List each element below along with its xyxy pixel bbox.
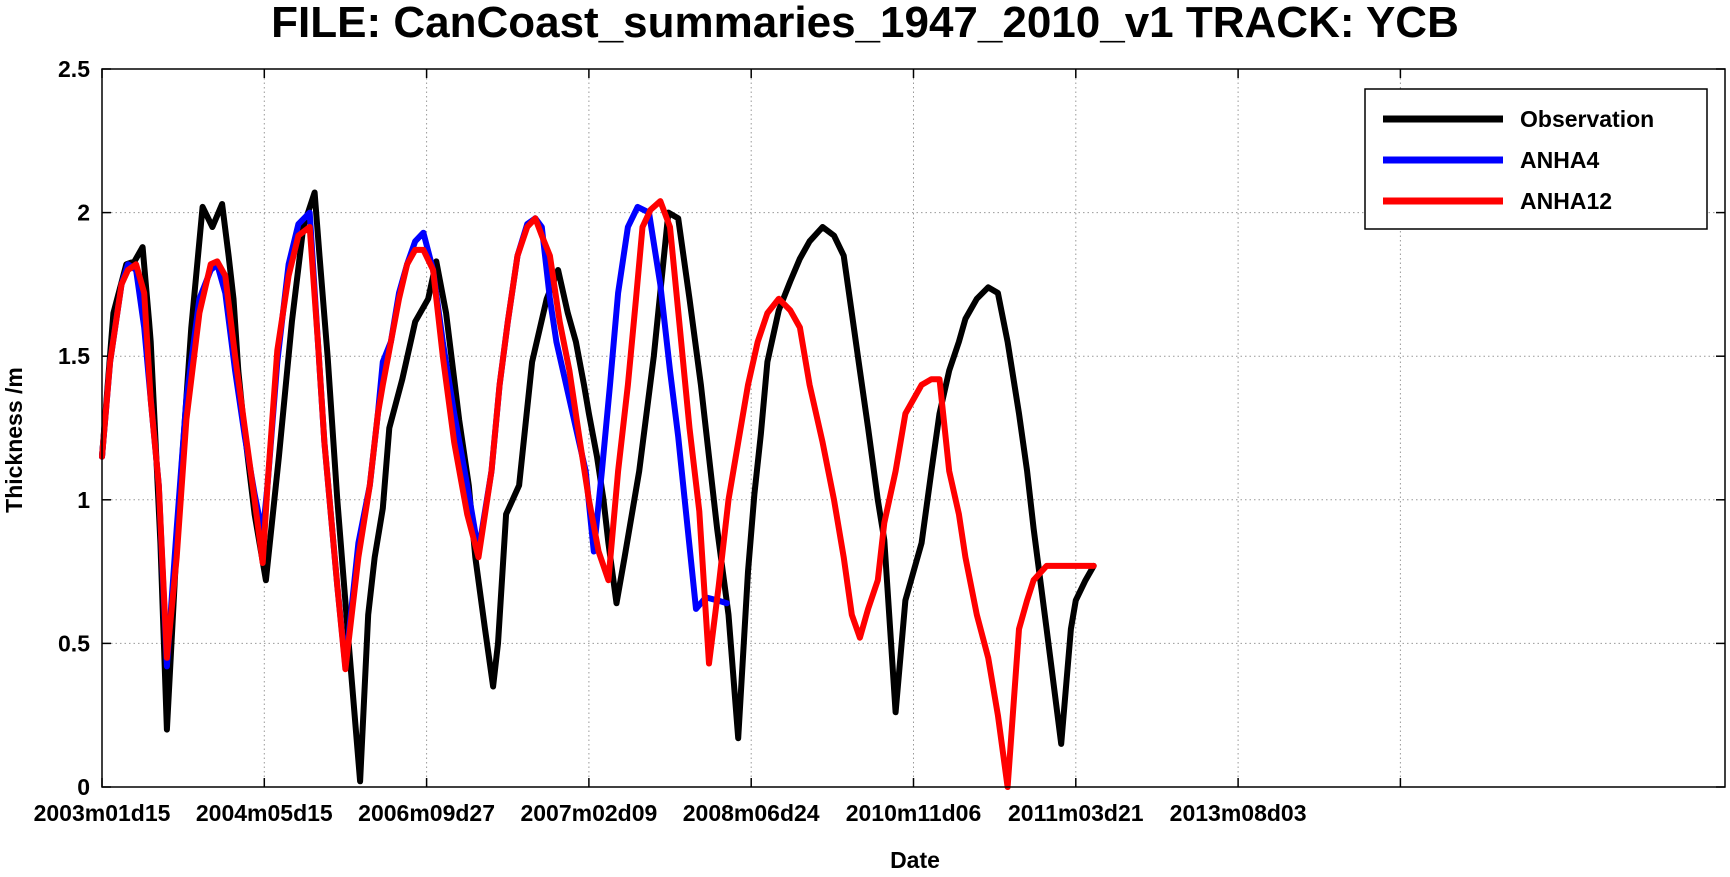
chart-title: FILE: CanCoast_summaries_1947_2010_v1 TR…: [271, 0, 1459, 47]
legend: Observation ANHA4 ANHA12: [1364, 88, 1708, 230]
series-group: [99, 189, 1097, 790]
legend-label-anha4: ANHA4: [1520, 147, 1599, 173]
series-line-anha12: [99, 198, 1097, 790]
x-tick-label: 2006m09d27: [358, 800, 495, 826]
legend-label-observation: Observation: [1520, 106, 1654, 132]
y-tick-label: 2.5: [58, 56, 90, 82]
y-tick-label: 1: [77, 487, 90, 513]
x-tick-label: 2003m01d15: [34, 800, 171, 826]
axis-ticks: 2003m01d15 2004m05d15 2006m09d27 2007m02d09…: [34, 56, 1725, 826]
y-tick-label: 2: [77, 200, 90, 226]
plot-area: [101, 68, 1726, 788]
x-axis-label: Date: [890, 847, 940, 873]
grid: [102, 69, 1725, 787]
x-tick-label: 2004m05d15: [196, 800, 333, 826]
x-tick-label: 2010m11d06: [846, 800, 982, 826]
x-tick-label: 2007m02d09: [520, 800, 657, 826]
x-tick-label: 2013m08d03: [1170, 800, 1307, 826]
x-tick-label: 2011m03d21: [1008, 800, 1144, 826]
y-tick-label: 1.5: [58, 343, 90, 369]
y-tick-label: 0: [77, 774, 90, 800]
y-tick-label: 0.5: [58, 630, 90, 656]
y-axis-label: Thickness /m: [1, 367, 27, 513]
x-tick-label: 2008m06d24: [683, 800, 820, 826]
legend-label-anha12: ANHA12: [1520, 188, 1612, 214]
